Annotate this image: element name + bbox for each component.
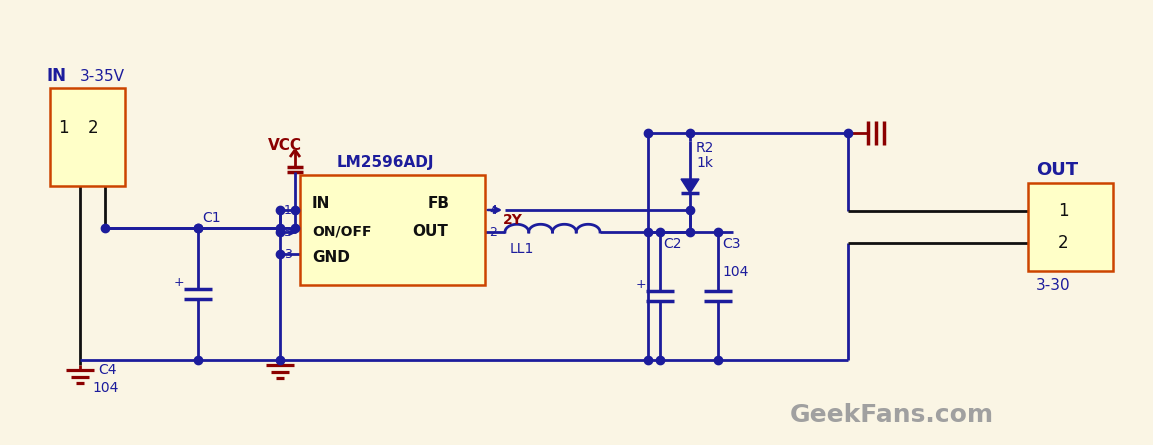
Text: 5: 5	[284, 226, 292, 239]
Text: LM2596ADJ: LM2596ADJ	[337, 154, 434, 170]
Text: 2: 2	[88, 119, 99, 137]
Text: OUT: OUT	[412, 223, 447, 239]
Text: GND: GND	[312, 250, 349, 264]
Text: 3: 3	[284, 247, 292, 260]
Text: 3-35V: 3-35V	[80, 69, 125, 84]
Text: C4: C4	[98, 363, 116, 377]
Polygon shape	[681, 179, 699, 193]
Text: IN: IN	[312, 195, 331, 210]
Bar	[1028, 183, 1113, 271]
Text: C2: C2	[663, 237, 681, 251]
Text: 1: 1	[284, 203, 292, 217]
Text: IN: IN	[46, 67, 66, 85]
Text: GeekFans.com: GeekFans.com	[790, 403, 994, 427]
Text: C3: C3	[722, 237, 740, 251]
Text: OUT: OUT	[1037, 161, 1078, 179]
Text: R2: R2	[696, 141, 715, 155]
Text: 2Y: 2Y	[503, 213, 522, 227]
Text: +: +	[174, 275, 184, 288]
Text: ON/OFF: ON/OFF	[312, 224, 371, 238]
Text: C1: C1	[202, 211, 220, 225]
Text: 1: 1	[1058, 202, 1069, 220]
Text: 4: 4	[489, 203, 497, 217]
Text: 1: 1	[58, 119, 69, 137]
Text: 104: 104	[722, 265, 748, 279]
Text: 1k: 1k	[696, 156, 713, 170]
Text: VCC: VCC	[267, 138, 302, 153]
Text: LL1: LL1	[510, 242, 534, 256]
Text: 104: 104	[92, 381, 119, 395]
Text: 2: 2	[1058, 234, 1069, 252]
Text: 2: 2	[489, 226, 497, 239]
Text: +: +	[636, 278, 647, 291]
Text: FB: FB	[428, 195, 450, 210]
Text: 3-30: 3-30	[1037, 278, 1071, 292]
Bar	[50, 88, 125, 186]
Bar	[300, 175, 485, 285]
